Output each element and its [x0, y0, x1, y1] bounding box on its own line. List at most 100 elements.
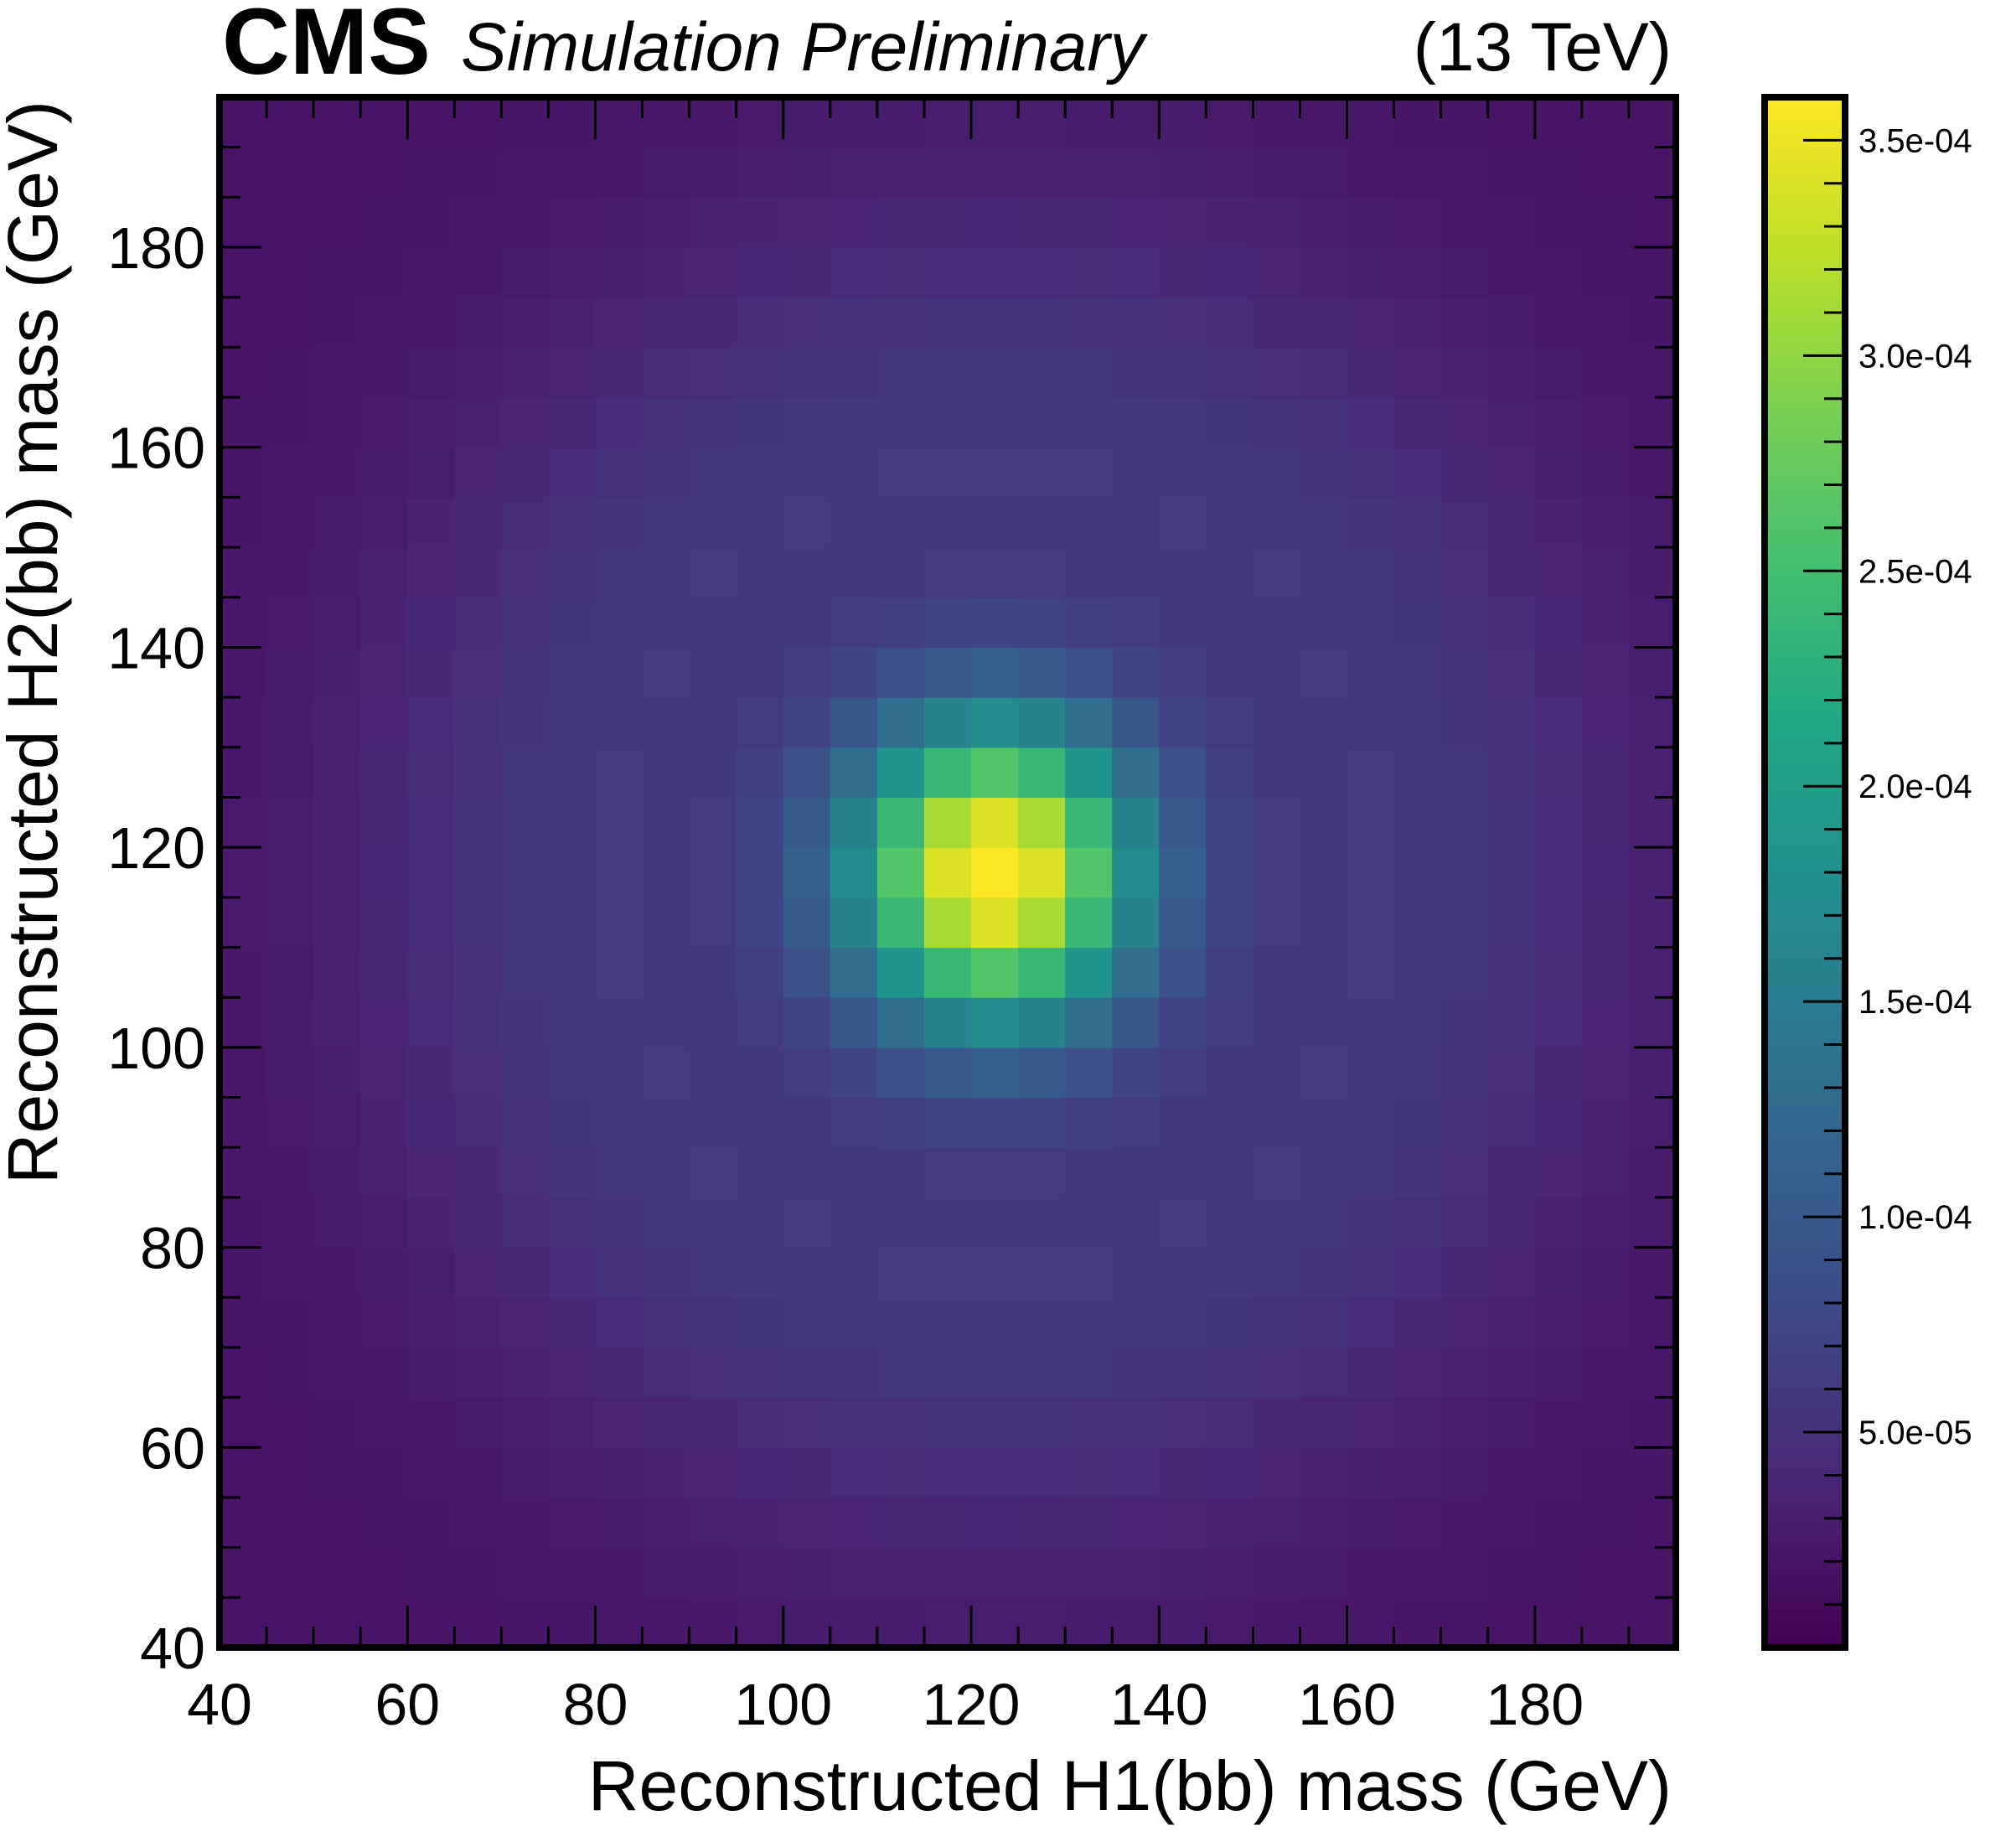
heatmap-cell [220, 197, 267, 248]
heatmap-cell [736, 597, 784, 649]
heatmap-cell [1347, 347, 1395, 398]
heatmap-cell [1159, 297, 1207, 348]
heatmap-cell [1393, 997, 1442, 1048]
heatmap-cell [830, 1447, 878, 1498]
heatmap-cell [360, 997, 408, 1048]
heatmap-cell [266, 97, 314, 148]
heatmap-cell [1628, 247, 1677, 298]
heatmap-cell [1487, 1297, 1536, 1348]
heatmap-cell [1300, 1497, 1348, 1549]
heatmap-cell [876, 1047, 925, 1099]
heatmap-cell [736, 1197, 784, 1249]
heatmap-cell [454, 997, 502, 1048]
heatmap-cell [830, 997, 878, 1048]
heatmap-cell [1581, 447, 1630, 499]
heatmap-cell [1253, 547, 1301, 598]
heatmap-cell [220, 897, 267, 949]
heatmap-cell [1393, 497, 1442, 548]
heatmap-cell [830, 897, 878, 949]
heatmap-cell [1628, 647, 1677, 698]
colorbar-tick-label: 2.5e-04 [1858, 553, 1972, 590]
heatmap-cell [783, 547, 831, 598]
heatmap-cell [501, 1497, 550, 1549]
heatmap-cell [501, 1347, 550, 1399]
heatmap-cell [876, 147, 925, 198]
heatmap-cell [595, 1347, 644, 1399]
x-axis-title: Reconstructed H1(bb) mass (GeV) [588, 1746, 1672, 1825]
heatmap-cell [548, 547, 597, 598]
heatmap-cell [266, 797, 314, 848]
heatmap-cell [220, 797, 267, 848]
heatmap-cell [313, 1097, 361, 1148]
heatmap-cell [830, 247, 878, 298]
heatmap-cell [1487, 947, 1536, 998]
heatmap-cell [360, 1247, 408, 1298]
heatmap-cell [1112, 347, 1160, 398]
heatmap-cell [1393, 1197, 1442, 1249]
heatmap-cell [830, 1597, 878, 1648]
heatmap-cell [1487, 597, 1536, 649]
heatmap-cell [689, 597, 737, 649]
heatmap-cell [1628, 397, 1677, 448]
heatmap-cell [736, 1097, 784, 1148]
heatmap-cell [1018, 1347, 1066, 1399]
colorbar-ticks [1803, 138, 1845, 1606]
heatmap-cell [266, 1347, 314, 1399]
heatmap-cell [689, 247, 737, 298]
heatmap-cell [1300, 97, 1348, 148]
heatmap-cell [783, 1397, 831, 1448]
heatmap-cell [220, 447, 267, 499]
heatmap-cell [971, 1347, 1019, 1399]
heatmap-cell [971, 147, 1019, 198]
heatmap-cell [1440, 1347, 1489, 1399]
heatmap-cell [783, 97, 831, 148]
heatmap-cell [1112, 847, 1160, 898]
heatmap-cell [548, 1447, 597, 1498]
heatmap-cell [313, 497, 361, 548]
heatmap-cell [1253, 1447, 1301, 1498]
heatmap-cell [1253, 1597, 1301, 1648]
heatmap-cell [783, 197, 831, 248]
heatmap-cell [1300, 997, 1348, 1048]
heatmap-cell [876, 847, 925, 898]
heatmap-cell [1440, 1597, 1489, 1648]
heatmap-cell [830, 1147, 878, 1198]
y-tick-labels: 40 60 80 100 120 140 160 180 [107, 215, 205, 1681]
heatmap-cell [642, 1547, 690, 1598]
heatmap-cell [313, 797, 361, 848]
heatmap-cell [1581, 197, 1630, 248]
heatmap-cell [1487, 1247, 1536, 1298]
heatmap-cell [454, 1547, 502, 1598]
heatmap-cell [1628, 497, 1677, 548]
heatmap-cell [1253, 997, 1301, 1048]
heatmap-cell [1159, 447, 1207, 499]
heatmap-cell [923, 547, 972, 598]
heatmap-cell [830, 797, 878, 848]
heatmap-cell [454, 1047, 502, 1099]
heatmap-cell [876, 547, 925, 598]
heatmap-cell [1253, 347, 1301, 398]
heatmap-cell [595, 697, 644, 748]
heatmap-cell [971, 897, 1019, 949]
heatmap-cell [313, 847, 361, 898]
heatmap-cell [736, 297, 784, 348]
heatmap-cell [1440, 647, 1489, 698]
heatmap-cell [1253, 397, 1301, 448]
heatmap-cell [1440, 1047, 1489, 1099]
heatmap-cell [1112, 1597, 1160, 1648]
heatmap-cell [1159, 1347, 1207, 1399]
x-tick-label: 80 [563, 1672, 628, 1737]
heatmap-cell [1581, 897, 1630, 949]
heatmap-cell [454, 1197, 502, 1249]
heatmap-cell [923, 647, 972, 698]
heatmap-cell [501, 947, 550, 998]
heatmap-cell [1628, 547, 1677, 598]
heatmap-cell [1440, 1297, 1489, 1348]
heatmap-cell [1534, 297, 1583, 348]
heatmap-cell [736, 1547, 784, 1598]
heatmap-cell [501, 997, 550, 1048]
heatmap-cell [407, 197, 455, 248]
heatmap-cell [1065, 347, 1113, 398]
heatmap-cell [1440, 1447, 1489, 1498]
heatmap-cell [783, 1597, 831, 1648]
